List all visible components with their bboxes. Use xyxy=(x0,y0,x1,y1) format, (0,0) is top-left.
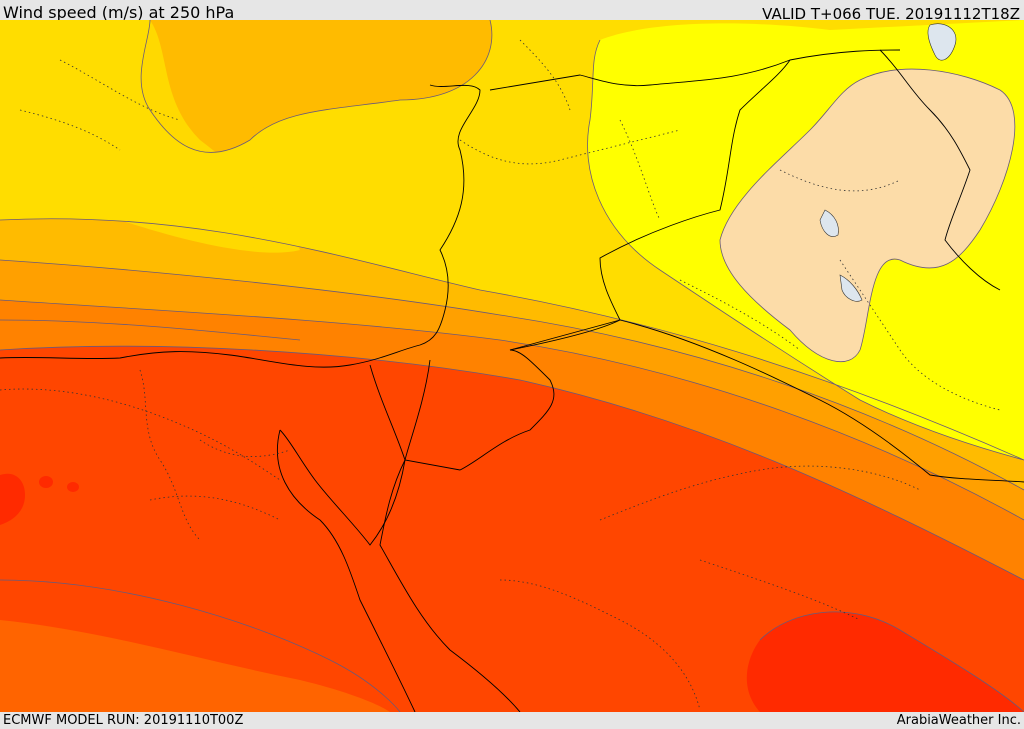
lakes xyxy=(819,23,957,302)
band-red-west xyxy=(0,473,25,525)
valid-time-label: VALID T+066 TUE. 20191112T18Z xyxy=(762,5,1020,23)
band-orange-light xyxy=(0,260,1024,520)
band-gold-west xyxy=(0,20,300,253)
contour-lines xyxy=(0,20,1024,712)
provincial-borders xyxy=(0,39,1001,711)
model-run-label: ECMWF MODEL RUN: 20191110T00Z xyxy=(3,713,244,728)
band-orange xyxy=(0,300,1024,580)
lake-tharthar xyxy=(819,209,839,237)
band-orange-dark xyxy=(0,346,1024,712)
band-amber-north xyxy=(141,20,492,153)
band-lightest xyxy=(720,69,1015,362)
band-red-spot-1 xyxy=(39,476,53,488)
map-title: Wind speed (m/s) at 250 hPa xyxy=(3,3,235,22)
borders xyxy=(0,49,1024,712)
band-red-southeast xyxy=(746,611,1024,712)
credit-label: ArabiaWeather Inc. xyxy=(896,713,1021,728)
band-amber xyxy=(0,218,1024,491)
band-red-spot-2 xyxy=(67,482,79,492)
lake-urmia xyxy=(927,23,957,61)
wind-speed-map xyxy=(0,20,1024,712)
lake-razazza xyxy=(839,274,863,302)
band-orange-southwest xyxy=(0,620,390,712)
